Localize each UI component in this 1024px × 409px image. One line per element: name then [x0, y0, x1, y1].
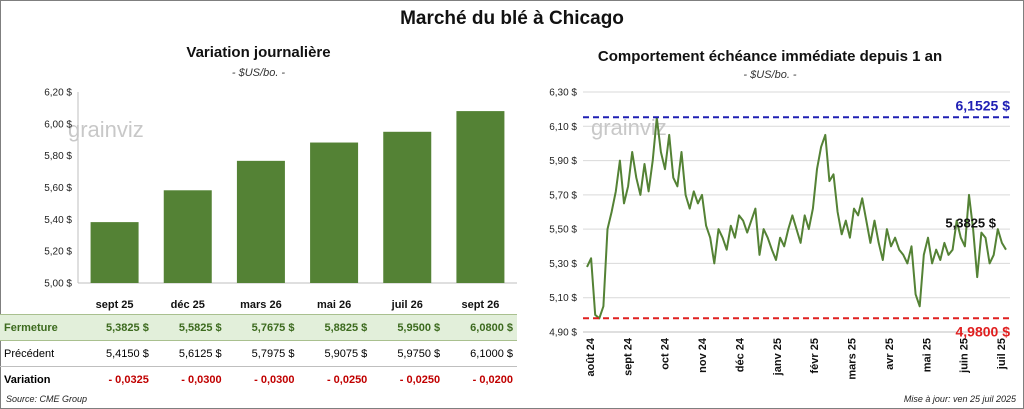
y-tick-label: 6,20 $ — [44, 88, 72, 99]
x-tick-label: août 24 — [585, 337, 597, 376]
line-chart: 4,90 $ 5,10 $ 5,30 $ 5,50 $ 5,70 $ 5,90 $ 6,10… — [549, 88, 1011, 380]
close-value: 5,5825 $ — [152, 314, 226, 341]
x-tick-label: avr 25 — [884, 338, 896, 370]
category-label: juil 26 — [391, 299, 423, 311]
category-label: déc 25 — [171, 299, 205, 311]
watermark-text: grainviz — [68, 117, 144, 142]
x-tick-label: févr 25 — [809, 338, 821, 373]
row-fermeture: Fermeture 5,3825 $ 5,5825 $ 5,7675 $ 5,8… — [0, 314, 517, 341]
y-tick-label: 5,60 $ — [44, 183, 72, 194]
variation-value: - 0,0325 — [108, 373, 149, 386]
variation-value: - 0,0250 — [399, 373, 441, 386]
close-value: 6,0800 $ — [444, 314, 517, 341]
y-tick-label: 5,00 $ — [44, 279, 72, 290]
previous-value: 5,6125 $ — [152, 340, 226, 367]
bar — [163, 190, 212, 283]
y-tick-label: 6,00 $ — [44, 119, 72, 130]
y-tick-label: 5,20 $ — [44, 247, 72, 258]
category-label: sept 25 — [96, 299, 134, 311]
y-tick-label: 5,80 $ — [44, 151, 72, 162]
y-tick-label: 5,40 $ — [44, 215, 72, 226]
left-chart-title: Variation journalière — [186, 44, 331, 61]
variation-value: - 0,0300 — [181, 373, 222, 386]
category-label: sept 26 — [461, 299, 499, 311]
last-value-label: 5,3825 $ — [945, 216, 996, 231]
y-tick-label: 5,70 $ — [549, 190, 577, 201]
price-line — [586, 116, 1007, 320]
x-tick-label: sept 24 — [622, 337, 634, 376]
row-label-precedent: Précédent — [0, 340, 80, 367]
previous-value: 5,4150 $ — [80, 340, 153, 367]
close-value: 5,9500 $ — [371, 314, 445, 341]
right-chart-unit: - $US/bo. - — [743, 69, 797, 81]
close-value: 5,3825 $ — [80, 314, 153, 341]
x-tick-label: janv 25 — [772, 338, 784, 376]
variation-value: - 0,0200 — [472, 373, 513, 386]
y-tick-label: 6,30 $ — [549, 88, 577, 99]
bar-chart: grainviz 5,00 $ 5,20 $ 5,40 $ 5,60 $ 5,80 $ 6,… — [44, 88, 517, 311]
previous-value: 5,9075 $ — [298, 340, 372, 367]
category-label: mars 26 — [240, 299, 282, 311]
variation-value: - 0,0250 — [326, 373, 368, 386]
previous-value: 5,7975 $ — [225, 340, 299, 367]
min-label: 4,9800 $ — [956, 323, 1011, 339]
x-tick-label: nov 24 — [697, 337, 709, 373]
price-table: Fermeture 5,3825 $ 5,5825 $ 5,7675 $ 5,8… — [0, 314, 517, 392]
y-tick-label: 5,30 $ — [549, 259, 577, 270]
y-tick-label: 5,90 $ — [549, 156, 577, 167]
x-tick-label: juin 25 — [959, 338, 971, 374]
source-note: Source: CME Group — [6, 394, 88, 404]
x-tick-label: juil 25 — [996, 338, 1008, 370]
y-tick-label: 5,50 $ — [549, 225, 577, 236]
variation-value: - 0,0300 — [254, 373, 295, 386]
row-precedent: Précédent 5,4150 $ 5,6125 $ 5,7975 $ 5,9… — [0, 340, 517, 367]
close-value: 5,8825 $ — [298, 314, 372, 341]
right-chart-title: Comportement échéance immédiate depuis 1… — [597, 48, 943, 65]
row-label-fermeture: Fermeture — [0, 314, 80, 341]
row-label-variation: Variation — [4, 373, 51, 386]
bar — [236, 160, 285, 283]
category-label: mai 26 — [317, 299, 351, 311]
y-tick-label: 4,90 $ — [549, 328, 577, 339]
x-tick-label: déc 24 — [734, 337, 746, 372]
x-tick-label: mars 25 — [847, 338, 859, 380]
row-variation: Variation - 0,0325 - 0,0300 - 0,0300 - 0… — [0, 367, 517, 393]
previous-value: 5,9750 $ — [371, 340, 445, 367]
bar — [310, 142, 359, 283]
max-label: 6,1525 $ — [956, 97, 1011, 113]
bar — [383, 131, 432, 283]
left-chart-unit: - $US/bo. - — [231, 67, 286, 79]
x-tick-label: oct 24 — [660, 337, 672, 370]
main-title: Marché du blé à Chicago — [400, 8, 624, 29]
bar — [90, 222, 139, 283]
previous-value: 6,1000 $ — [444, 340, 517, 367]
y-tick-label: 6,10 $ — [549, 122, 577, 133]
x-tick-label: mai 25 — [921, 338, 933, 372]
update-note: Mise à jour: ven 25 juil 2025 — [903, 394, 1016, 404]
bar — [456, 111, 505, 283]
y-tick-label: 5,10 $ — [549, 293, 577, 304]
close-value: 5,7675 $ — [225, 314, 299, 341]
